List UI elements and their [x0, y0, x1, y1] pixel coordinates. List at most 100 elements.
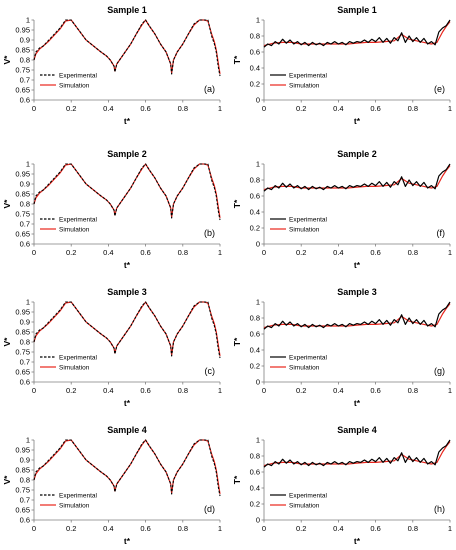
- series-line-simulation: [33, 301, 221, 357]
- series-line-experimental: [33, 19, 221, 77]
- x-tick-label: 0.2: [296, 104, 306, 113]
- y-tick-label: 0.9: [20, 456, 30, 465]
- x-axis-label: t*: [354, 536, 361, 546]
- series-line-simulation: [33, 439, 221, 495]
- y-tick-label: 0.8: [20, 200, 30, 209]
- x-tick-label: 1: [218, 104, 222, 113]
- x-tick-label: 0.4: [103, 386, 113, 395]
- y-tick-label: 0: [256, 516, 260, 525]
- x-tick-label: 0: [32, 248, 36, 257]
- y-tick-label: 0.7: [20, 358, 30, 367]
- x-tick-label: 0.4: [103, 104, 113, 113]
- x-tick-label: 1: [218, 524, 222, 533]
- legend-label: Simulation: [289, 365, 320, 372]
- x-tick-label: 0.8: [178, 386, 188, 395]
- series-line-experimental: [263, 301, 451, 330]
- series-line-experimental: [263, 439, 451, 468]
- x-tick-label: 0.4: [103, 524, 113, 533]
- x-tick-label: 1: [218, 248, 222, 257]
- x-tick-label: 0.6: [140, 386, 150, 395]
- x-tick-label: 0.8: [408, 524, 418, 533]
- y-tick-label: 0: [256, 96, 260, 105]
- legend-label: Experimental: [289, 493, 327, 500]
- x-tick-label: 0.8: [408, 248, 418, 257]
- y-tick-label: 0.4: [250, 208, 260, 217]
- y-tick-label: 0.7: [20, 220, 30, 229]
- x-tick-label: 0.2: [66, 248, 76, 257]
- y-tick-label: 0.9: [20, 180, 30, 189]
- y-tick-label: 1: [256, 160, 260, 169]
- chart-panel-h: Sample 4 0 0.2 0.4 0.6 0.8 1 0 0.2 0.4 0.6 0.8 1 t* T*…: [232, 425, 452, 546]
- y-tick-label: 0.2: [250, 500, 260, 509]
- y-tick-label: 1: [26, 16, 30, 25]
- legend-label: Experimental: [289, 217, 327, 224]
- y-tick-label: 0.95: [15, 308, 30, 317]
- chart-title: Sample 1: [107, 5, 147, 15]
- x-tick-label: 0: [262, 524, 266, 533]
- y-tick-label: 0.8: [250, 176, 260, 185]
- y-tick-label: 0.2: [250, 362, 260, 371]
- series-line-experimental: [33, 163, 221, 221]
- x-axis-label: t*: [124, 398, 131, 408]
- x-tick-label: 0.2: [296, 524, 306, 533]
- y-axis-label: T*: [232, 199, 242, 208]
- legend-label: Experimental: [59, 493, 97, 500]
- x-tick-label: 0.4: [333, 386, 343, 395]
- panel-label: (e): [434, 84, 445, 94]
- y-axis-label: T*: [232, 337, 242, 346]
- y-tick-label: 0.85: [15, 190, 30, 199]
- x-tick-label: 0: [262, 248, 266, 257]
- y-tick-label: 0.6: [20, 378, 30, 387]
- legend-label: Simulation: [59, 503, 90, 510]
- series-line-experimental: [33, 439, 221, 497]
- x-tick-label: 0.8: [178, 248, 188, 257]
- series-line-simulation: [33, 163, 221, 219]
- y-tick-label: 0.6: [250, 48, 260, 57]
- y-tick-label: 0: [256, 240, 260, 249]
- chart-panel-f: Sample 2 0 0.2 0.4 0.6 0.8 1 0 0.2 0.4 0.6 0.8 1 t* T*…: [232, 149, 452, 270]
- legend-label: Simulation: [59, 365, 90, 372]
- y-tick-label: 0.7: [20, 76, 30, 85]
- legend-label: Simulation: [289, 83, 320, 90]
- y-tick-label: 0.75: [15, 66, 30, 75]
- y-tick-label: 0.4: [250, 64, 260, 73]
- panel-label: (g): [434, 366, 445, 376]
- x-tick-label: 0.4: [333, 104, 343, 113]
- chart-title: Sample 2: [337, 149, 377, 159]
- y-tick-label: 0.2: [250, 80, 260, 89]
- y-tick-label: 0: [256, 378, 260, 387]
- x-tick-label: 0: [32, 524, 36, 533]
- x-tick-label: 0.8: [178, 524, 188, 533]
- panel-label: (h): [434, 504, 445, 514]
- series-line-experimental: [33, 301, 221, 359]
- y-tick-label: 1: [26, 160, 30, 169]
- x-tick-label: 0.4: [333, 248, 343, 257]
- x-axis-label: t*: [354, 260, 361, 270]
- x-tick-label: 0.8: [408, 104, 418, 113]
- y-tick-label: 0.85: [15, 466, 30, 475]
- x-tick-label: 1: [448, 386, 452, 395]
- y-tick-label: 1: [256, 436, 260, 445]
- legend-label: Experimental: [59, 355, 97, 362]
- y-tick-label: 1: [26, 298, 30, 307]
- y-tick-label: 0.9: [20, 36, 30, 45]
- x-axis-label: t*: [354, 116, 361, 126]
- y-axis-label: V*: [2, 475, 12, 485]
- legend-label: Experimental: [289, 73, 327, 80]
- legend-label: Simulation: [289, 227, 320, 234]
- y-axis-label: T*: [232, 55, 242, 64]
- y-tick-label: 0.95: [15, 446, 30, 455]
- y-tick-label: 0.75: [15, 348, 30, 357]
- y-tick-label: 0.7: [20, 496, 30, 505]
- y-tick-label: 0.6: [20, 516, 30, 525]
- y-tick-label: 0.6: [250, 468, 260, 477]
- series-line-simulation: [33, 19, 221, 75]
- x-tick-label: 0.6: [370, 386, 380, 395]
- panel-label: (f): [437, 228, 446, 238]
- chart-title: Sample 4: [107, 425, 147, 435]
- chart-title: Sample 3: [107, 287, 147, 297]
- y-tick-label: 0.4: [250, 484, 260, 493]
- chart-panel-b: Sample 20 0.2 0.4 0.6 0.8 10.60.650.70.750.80…: [2, 149, 222, 270]
- panel-label: (d): [204, 504, 215, 514]
